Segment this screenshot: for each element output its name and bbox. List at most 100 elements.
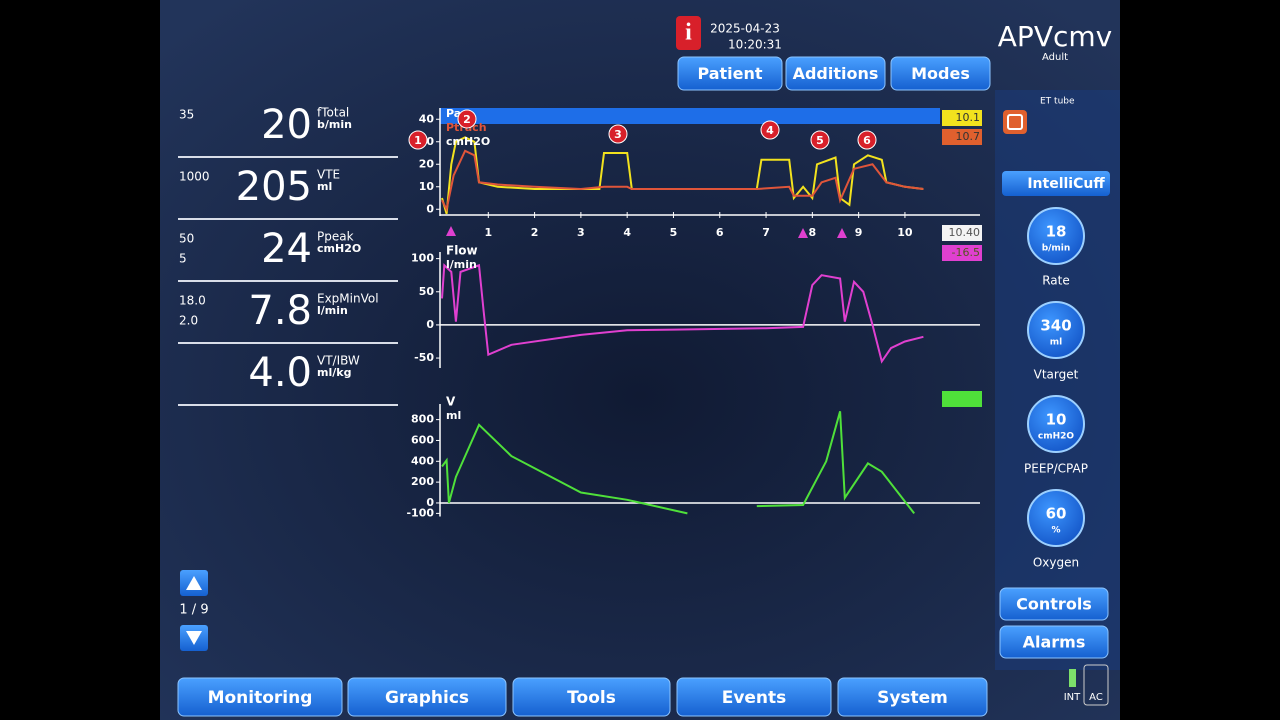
page-indicator: 1 / 9 [179,603,208,618]
et-tube-icon [1003,110,1027,134]
alarm-limit: 5 [179,252,187,266]
control-knob[interactable] [1027,395,1085,453]
event-marker [408,130,428,150]
y-tick-label: 100 [411,252,434,265]
control-unit: % [1051,526,1060,536]
header-tab[interactable] [677,56,783,91]
trigger-marker [446,226,456,236]
value-box-label: 10.40 [949,226,981,239]
y-tick-label: -100 [406,506,434,519]
value-box [942,245,982,261]
y-tick-label: 800 [411,413,434,426]
monitor-unit: ml/kg [317,366,351,379]
control-label: Oxygen [1033,556,1079,570]
control-unit: b/min [1042,244,1071,254]
x-tick-label: 9 [855,226,863,239]
volume-unit: ml [446,409,461,422]
waveform [441,411,915,515]
value-box [942,110,982,126]
monitor-value: 20 [261,102,312,148]
x-tick-label: 10 [897,226,913,239]
x-tick-label: 1 [484,226,492,239]
up-arrow [186,576,202,590]
control-knob[interactable] [1027,489,1085,547]
bottom-tab[interactable] [676,677,832,717]
trigger-marker [837,228,847,238]
intellicuff-button[interactable] [1002,171,1110,196]
y-tick-label: 400 [411,454,434,467]
event-marker [810,130,830,150]
header-tab[interactable] [785,56,886,91]
value-box-label: 10.1 [956,111,981,124]
value-box [942,225,982,241]
header-tab-label: Modes [911,64,970,83]
flow-title: Flow [446,244,478,258]
flow-unit: l/min [446,258,477,271]
monitor-value: 24 [261,226,312,272]
et-tube-icon-inner [1007,114,1023,130]
event-marker-label: 5 [816,134,824,147]
control-label: Vtarget [1034,368,1079,382]
intellicuff-label: IntelliCuff [1027,176,1105,192]
panel-button[interactable] [999,587,1109,621]
pressure-unit: cmH2O [446,135,490,148]
control-knob[interactable] [1027,207,1085,265]
control-value: 18 [1046,223,1067,241]
info-icon-bg [676,16,701,50]
monitor-unit: b/min [317,118,352,131]
panel-button-label: Alarms [1023,633,1086,652]
event-marker-label: 2 [463,113,471,126]
y-tick-label: 0 [426,202,434,215]
event-marker [608,124,628,144]
monitor-name: VT/IBW [317,354,360,368]
alarm-limit: 50 [179,232,194,246]
monitor-name: Ppeak [317,230,354,244]
x-tick-label: 7 [762,226,770,239]
waveform [441,149,924,213]
pressure-header [440,108,940,124]
value-box-label: -16.5 [952,246,980,259]
info-icon: i [685,20,692,46]
et-tube: ET tube [1040,97,1075,107]
panel-button[interactable] [999,625,1109,659]
bottom-tab-label: Graphics [385,688,469,708]
monitor-unit: cmH2O [317,242,361,255]
alarm-limit: 18.0 [179,294,206,308]
bottom-tab[interactable] [347,677,507,717]
y-tick-label: 40 [419,112,435,125]
monitor-value: 7.8 [248,288,312,334]
trigger-marker [798,228,808,238]
y-tick-label: 50 [419,285,435,298]
battery [1069,669,1076,687]
control-unit: cmH2O [1038,432,1075,442]
control-value: 60 [1046,505,1067,523]
waveform [441,263,924,364]
header-tab-label: Patient [697,64,762,83]
y-tick-label: 10 [419,180,435,193]
monitor-value: 4.0 [248,350,312,396]
y-tick-label: 200 [411,475,434,488]
ac-label: AC [1089,692,1103,703]
y-tick-label: 20 [419,157,435,170]
monitor-unit: ml [317,180,332,193]
event-marker-label: 3 [614,128,622,141]
mode: APVcmv [998,20,1112,53]
bottom-tab[interactable] [837,677,988,717]
alarm-limit: 35 [179,108,194,122]
bottom-tab[interactable] [177,677,343,717]
control-knob[interactable] [1027,301,1085,359]
control-unit: ml [1050,338,1062,348]
event-marker-label: 4 [766,124,774,137]
date: 2025-04-23 [710,22,780,36]
bottom-tab[interactable] [512,677,671,717]
y-tick-label: 0 [426,318,434,331]
patient-group: Adult [1042,52,1068,63]
volume-value-box [942,391,982,407]
ac-box [1083,664,1109,706]
header-tab[interactable] [890,56,991,91]
panel-button-label: Controls [1016,595,1092,614]
header-tab-label: Additions [793,64,879,83]
volume-title: V [446,395,456,409]
